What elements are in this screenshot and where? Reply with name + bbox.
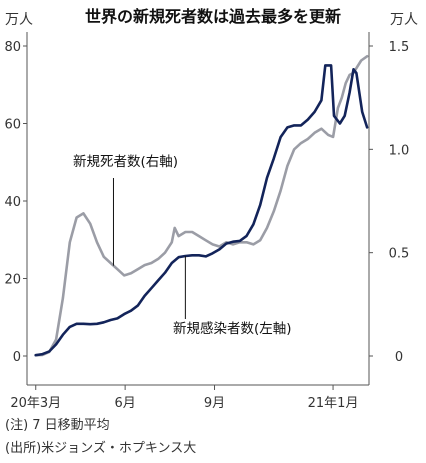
ticks: 0 20 40 60 80 0 0.5 1.0 1.5 20年3月 6月 9月 21年1月: [4, 40, 409, 411]
annotations: 新規死者数(右軸) 新規感染者数(左軸): [73, 154, 292, 337]
x-tick-label: 6月: [114, 396, 135, 411]
x-tick-label: 20年3月: [10, 396, 61, 411]
left-tick-label: 80: [4, 40, 21, 55]
right-tick-label: 0.5: [389, 247, 410, 262]
right-tick-label: 1.0: [389, 143, 410, 158]
series: [34, 55, 369, 357]
note-moving-average: (注) 7 日移動平均: [5, 418, 110, 433]
right-tick-label: 1.5: [389, 40, 410, 55]
right-tick-label: 0: [395, 350, 403, 365]
deaths-series-line: [34, 55, 369, 357]
x-tick-label: 21年1月: [308, 396, 359, 411]
note-source: (出所)米ジョンズ・ホプキンス大: [5, 440, 196, 456]
deaths-series-label: 新規死者数(右軸): [73, 154, 178, 170]
left-axis-unit: 万人: [5, 12, 33, 28]
chart-title: 世界の新規死者数は過去最多を更新: [85, 7, 341, 26]
axes: [26, 32, 370, 386]
right-axis-unit: 万人: [390, 12, 418, 28]
left-tick-label: 60: [4, 118, 21, 133]
left-tick-label: 0: [13, 350, 21, 365]
left-tick-label: 20: [4, 273, 21, 288]
infections-series-line: [34, 64, 369, 357]
infections-series-label: 新規感染者数(左軸): [173, 320, 292, 337]
x-tick-label: 9月: [204, 396, 225, 411]
left-tick-label: 40: [4, 195, 21, 210]
